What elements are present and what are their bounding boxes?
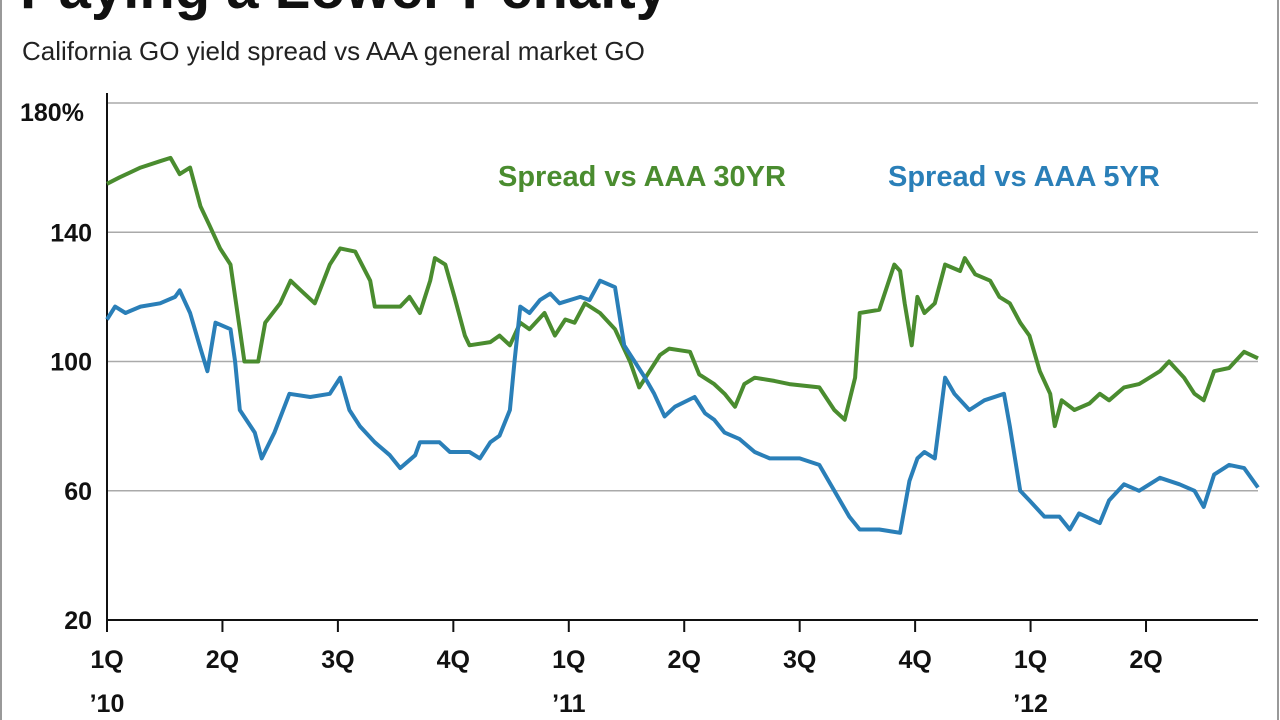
y-tick-label: 60: [64, 478, 92, 506]
y-tick-label: 100: [50, 349, 92, 377]
legend-label: Spread vs AAA 30YR: [498, 161, 786, 193]
y-tick-label: 20: [64, 607, 92, 635]
x-tick-label: 1Q: [90, 646, 123, 674]
chart-title: Paying a Lower Penalty: [20, 0, 668, 21]
x-tick-label: 2Q: [1129, 646, 1162, 674]
legend-label: Spread vs AAA 5YR: [888, 161, 1160, 193]
chart-subtitle: California GO yield spread vs AAA genera…: [22, 36, 645, 66]
y-tick-label: 180%: [20, 99, 84, 127]
x-year-label: ’12: [1013, 690, 1048, 718]
x-year-label: ’10: [90, 690, 125, 718]
x-tick-label: 1Q: [1014, 646, 1047, 674]
x-tick-label: 3Q: [321, 646, 354, 674]
series-line: [106, 155, 1259, 429]
x-tick-label: 2Q: [668, 646, 701, 674]
x-tick-label: 1Q: [552, 646, 585, 674]
y-tick-label: 140: [50, 219, 92, 247]
x-tick-label: 3Q: [783, 646, 816, 674]
x-tick-label: 4Q: [898, 646, 931, 674]
series-line: [105, 278, 1260, 535]
x-tick-label: 2Q: [206, 646, 239, 674]
x-tick-label: 4Q: [437, 646, 470, 674]
x-year-label: ’11: [552, 690, 585, 718]
